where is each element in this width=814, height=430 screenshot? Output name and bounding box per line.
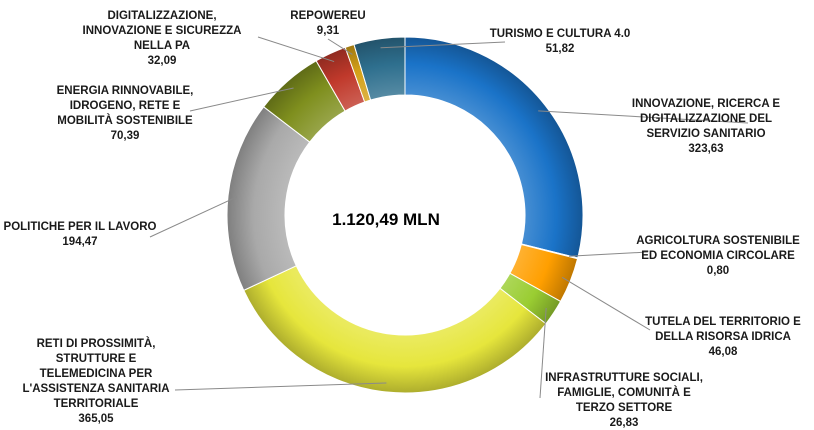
slice-label: REPOWEREU 9,31 xyxy=(290,10,365,37)
slice-label: DIGITALIZZAZIONE, INNOVAZIONE E SICUREZZA… xyxy=(83,10,242,67)
slice-category-label: NELLA PA xyxy=(134,40,190,52)
slice-category-label: AGRICOLTURA SOSTENIBILE xyxy=(636,235,800,247)
slice-label: AGRICOLTURA SOSTENIBILE ED ECONOMIA CIRCO… xyxy=(636,235,800,277)
slice-label: ENERGIA RINNOVABILE, IDROGENO, RETE E MOBI… xyxy=(57,85,194,142)
slice-value-label: 70,39 xyxy=(111,130,140,142)
leader-line xyxy=(174,382,387,391)
slice-category-label: INFRASTRUTTURE SOCIALI, xyxy=(545,372,703,384)
slice-value-label: 26,83 xyxy=(610,417,639,429)
leader-line xyxy=(327,38,353,55)
slice-label: RETI DI PROSSIMITÀ, STRUTTURE E TELEMEDICI… xyxy=(22,337,169,425)
donut-slice xyxy=(353,36,406,101)
leader-line xyxy=(189,87,294,112)
slice-category-label: POLITICHE PER IL LAVORO xyxy=(4,221,157,233)
slice-value-label: 51,82 xyxy=(546,43,575,55)
slice-category-label: INNOVAZIONE E SICUREZZA xyxy=(83,25,242,37)
slice-category-label: STRUTTURE E xyxy=(56,353,137,365)
leader-line xyxy=(257,36,335,63)
slice-value-label: 323,63 xyxy=(688,143,723,155)
donut-slice xyxy=(243,265,547,394)
leader-line xyxy=(539,307,547,399)
donut-slice xyxy=(226,106,311,292)
slice-value-label: 194,47 xyxy=(62,236,97,248)
slice-category-label: DIGITALIZZAZIONE, xyxy=(107,10,216,22)
slice-category-label: RETI DI PROSSIMITÀ, xyxy=(37,337,156,350)
slice-category-label: ED ECONOMIA CIRCOLARE xyxy=(641,250,795,262)
slice-category-label: DELLA RISORSA IDRICA xyxy=(655,331,791,343)
slice-value-label: 32,09 xyxy=(148,55,177,67)
slice-category-label: DIGITALIZZAZIONE DEL xyxy=(640,113,772,125)
leader-line xyxy=(561,276,651,331)
slice-category-label: SERVIZIO SANITARIO xyxy=(646,128,765,140)
slice-category-label: TUTELA DEL TERRITORIO E xyxy=(645,316,801,328)
slice-value-label: 46,08 xyxy=(709,346,738,358)
leader-line xyxy=(380,41,506,49)
slice-category-label: ENERGIA RINNOVABILE, xyxy=(57,85,194,97)
slice-category-label: MOBILITÀ SOSTENIBILE xyxy=(57,114,193,127)
slice-category-label: L'ASSISTENZA SANITARIA xyxy=(22,383,169,395)
slice-label: TURISMO E CULTURA 4.0 51,82 xyxy=(490,28,631,55)
slice-category-label: TELEMEDICINA PER xyxy=(40,368,153,380)
slice-category-label: TURISMO E CULTURA 4.0 xyxy=(490,28,631,40)
slice-value-label: 0,80 xyxy=(707,265,729,277)
donut-slice xyxy=(404,36,584,259)
center-total-label: 1.120,49 MLN xyxy=(332,210,440,229)
leader-line xyxy=(538,110,749,124)
slice-value-label: 365,05 xyxy=(78,413,114,425)
slice-category-label: FAMIGLIE, COMUNITÀ E xyxy=(557,386,691,399)
slice-label: TUTELA DEL TERRITORIO E DELLA RISORSA IDR… xyxy=(645,316,801,358)
leader-line xyxy=(149,196,238,238)
leader-line xyxy=(568,251,649,257)
slice-value-label: 9,31 xyxy=(317,25,340,37)
slice-label: INFRASTRUTTURE SOCIALI, FAMIGLIE, COMUNIT… xyxy=(545,372,703,429)
slice-label: INNOVAZIONE, RICERCA E DIGITALIZZAZIONE D… xyxy=(632,98,781,155)
slice-category-label: REPOWEREU xyxy=(290,10,365,22)
slice-label: POLITICHE PER IL LAVORO 194,47 xyxy=(4,221,157,248)
slice-category-label: TERRITORIALE xyxy=(54,398,139,410)
slice-category-label: IDROGENO, RETE E xyxy=(70,100,181,112)
slice-category-label: INNOVAZIONE, RICERCA E xyxy=(632,98,781,110)
slice-category-label: TERZO SETTORE xyxy=(576,402,673,414)
